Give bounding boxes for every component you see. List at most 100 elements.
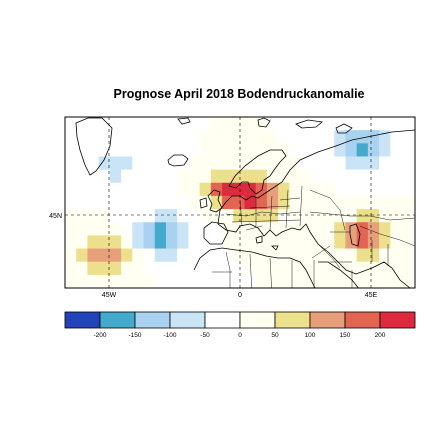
anomaly-cell [356, 182, 369, 197]
anomaly-cell [323, 169, 335, 184]
anomaly-cell [210, 248, 223, 263]
anomaly-cell [109, 130, 122, 144]
anomaly-cell [289, 274, 301, 288]
lon-tick-45e: 45E [365, 292, 378, 299]
anomaly-cell [210, 143, 223, 157]
anomaly-cell [289, 235, 301, 249]
anomaly-cell [390, 130, 402, 144]
anomaly-field [65, 117, 415, 288]
borders-africa [212, 251, 293, 288]
anomaly-cell [300, 235, 313, 249]
anomaly-cell [177, 235, 189, 249]
anomaly-cell [177, 143, 189, 157]
anomaly-cell [255, 182, 268, 197]
anomaly-cell [109, 143, 122, 157]
anomaly-cell [300, 143, 313, 157]
anomaly-cell [379, 235, 391, 249]
anomaly-cell [199, 117, 212, 131]
anomaly-cell [65, 195, 77, 210]
colorbar [64, 311, 416, 329]
anomaly-cell [356, 261, 369, 276]
anomaly-cell [222, 209, 234, 223]
anomaly-cell [390, 261, 402, 276]
anomaly-cell [278, 235, 290, 249]
coast-med-islands [255, 235, 279, 251]
anomaly-cell [76, 143, 88, 157]
anomaly-cell [300, 169, 313, 184]
anomaly-cell [76, 209, 88, 223]
anomaly-cell [244, 182, 257, 197]
anomaly-cell [334, 195, 346, 210]
anomaly-cell [188, 195, 201, 210]
anomaly-cell [109, 274, 122, 288]
anomaly-cell [143, 248, 156, 263]
anomaly-cell [401, 235, 414, 249]
anomaly-cell [87, 248, 100, 263]
anomaly-cell [132, 222, 144, 236]
anomaly-cell [379, 156, 391, 171]
anomaly-cell [87, 130, 100, 144]
anomaly-cell [87, 261, 100, 276]
anomaly-cell [412, 182, 415, 197]
anomaly-cell [222, 130, 234, 144]
anomaly-cell [323, 195, 335, 210]
anomaly-cell [390, 235, 402, 249]
anomaly-cell [76, 195, 88, 210]
anomaly-cell [356, 195, 369, 210]
anomaly-cell [255, 209, 268, 223]
anomaly-cell [76, 169, 88, 184]
anomaly-cell [311, 130, 324, 144]
anomaly-cell [76, 235, 88, 249]
anomaly-cell [345, 261, 358, 276]
anomaly-cell [278, 248, 290, 263]
anomaly-cell [379, 195, 391, 210]
anomaly-cell [412, 222, 415, 236]
anomaly-cell [356, 169, 369, 184]
anomaly-cell [412, 130, 415, 144]
anomaly-cell [266, 261, 279, 276]
anomaly-cell [266, 274, 279, 288]
anomaly-cell [401, 182, 414, 197]
anomaly-cell [300, 209, 313, 223]
anomaly-cell [76, 130, 88, 144]
anomaly-cell [401, 117, 414, 131]
anomaly-cell [132, 209, 144, 223]
anomaly-cell [356, 117, 369, 131]
coast-scandinavia [228, 149, 287, 195]
anomaly-cell [412, 156, 415, 171]
anomaly-cell [199, 182, 212, 197]
coast-caspian [349, 223, 361, 247]
anomaly-cell [255, 143, 268, 157]
anomaly-cell [154, 222, 167, 236]
anomaly-cell [65, 117, 77, 131]
anomaly-cell [233, 222, 245, 236]
anomaly-cell [311, 195, 324, 210]
anomaly-cell [244, 156, 257, 171]
anomaly-cell [121, 182, 133, 197]
anomaly-cell [367, 209, 380, 223]
anomaly-cell [65, 169, 77, 184]
anomaly-cell [210, 182, 223, 197]
anomaly-cell [379, 209, 391, 223]
anomaly-cell [233, 156, 245, 171]
anomaly-cell [109, 248, 122, 263]
anomaly-cell [143, 169, 156, 184]
anomaly-cell [188, 156, 201, 171]
anomaly-cell [65, 222, 77, 236]
country-borders [212, 185, 415, 288]
anomaly-cell [278, 209, 290, 223]
anomaly-cell [210, 169, 223, 184]
anomaly-cell [233, 195, 245, 210]
anomaly-cell [188, 143, 201, 157]
colorbar-tick-label: -100 [163, 332, 176, 339]
anomaly-cell [323, 130, 335, 144]
anomaly-cell [121, 195, 133, 210]
anomaly-cell [289, 130, 301, 144]
anomaly-cell [98, 169, 111, 184]
anomaly-cell [177, 261, 189, 276]
anomaly-cell [367, 156, 380, 171]
anomaly-cell [345, 143, 358, 157]
anomaly-cell [109, 222, 122, 236]
anomaly-cell [345, 169, 358, 184]
anomaly-cell [98, 274, 111, 288]
